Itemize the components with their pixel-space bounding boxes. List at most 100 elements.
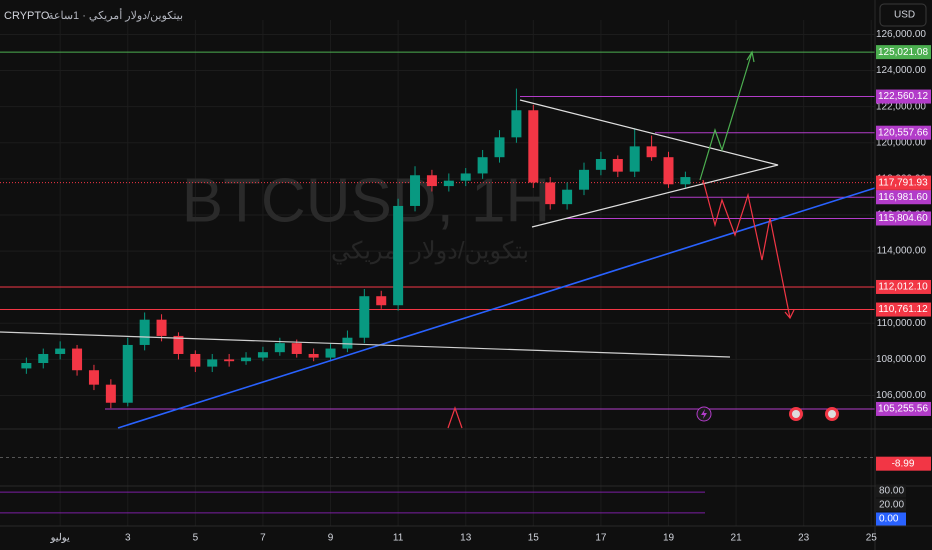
candle-body (55, 348, 66, 354)
candle-body (241, 357, 252, 362)
candle-body (274, 343, 285, 353)
candle-body (494, 137, 505, 158)
candle-body (612, 159, 623, 172)
candle-body (342, 337, 353, 349)
arrow-up (699, 51, 753, 181)
candle-body (207, 359, 218, 367)
candle-body (190, 353, 201, 367)
price-label-box (876, 211, 931, 226)
icon-glyph (828, 410, 836, 418)
x-tick-label: 13 (460, 533, 472, 544)
candle-body (663, 157, 674, 185)
candle-body (680, 177, 691, 185)
arrow-head (746, 50, 755, 63)
y-tick-label: 106,000.00 (876, 390, 926, 401)
candle-body (393, 205, 404, 306)
candle-body (528, 110, 539, 183)
candle-body (376, 296, 387, 306)
drawings (0, 50, 876, 429)
candle-body (460, 173, 471, 181)
candle-body (72, 348, 83, 371)
price-label-box (876, 175, 931, 190)
candle-body (646, 146, 657, 158)
y-tick-label: 126,000.00 (876, 29, 926, 40)
x-tick-label: 17 (595, 533, 607, 544)
x-tick-label: 11 (393, 533, 404, 544)
x-tick-label: 19 (663, 533, 675, 544)
levels (0, 51, 875, 410)
x-tick-label: 25 (866, 533, 878, 544)
price-label: 115,804.60 (878, 213, 928, 224)
candle-body (139, 319, 150, 345)
x-tick-label: 5 (193, 533, 199, 544)
candle-body (426, 175, 437, 187)
price-label-box (876, 125, 931, 140)
value-label: -8.99 (892, 458, 915, 469)
x-tick-label: 9 (328, 533, 334, 544)
candle-body (579, 169, 590, 190)
candle-body (38, 353, 49, 364)
candle-body (477, 157, 488, 174)
price-label: 117,791.93 (878, 177, 928, 188)
price-label: 110,761.12 (878, 304, 928, 315)
event-icons (696, 406, 839, 422)
level-label: 80.00 (879, 486, 904, 497)
price-label: 116,981.60 (878, 192, 928, 203)
x-tick-label: 7 (260, 533, 266, 544)
arrow-down (702, 179, 791, 319)
x-tick-label: 23 (798, 533, 810, 544)
candles (21, 88, 691, 409)
header-symbol: CRYPTO (4, 10, 50, 22)
candle-body (88, 370, 99, 385)
price-label-box (876, 190, 931, 205)
currency-button[interactable] (879, 3, 927, 27)
trendline (117, 187, 876, 429)
level-box (876, 484, 906, 498)
price-label: 112,012.10 (878, 282, 928, 293)
triangle (519, 99, 779, 228)
candle-body (545, 182, 556, 205)
price-label: 105,255.56 (878, 404, 928, 415)
candle-body (629, 146, 640, 172)
candle-body (359, 296, 370, 338)
y-tick-label: 124,000.00 (876, 65, 926, 76)
candle-body (562, 189, 573, 205)
y-tick-label: 114,000.00 (877, 246, 927, 257)
candle-body (105, 384, 116, 403)
header-title: بيتكوين/دولار أمريكي · 1ساعة (48, 8, 183, 22)
icon-glyph (792, 410, 800, 418)
x-tick-label: 21 (731, 533, 743, 544)
watermark-subtitle: بتكوين/دولار أمريكي (331, 233, 529, 264)
price-label-box (876, 302, 931, 317)
icon-glyph (701, 409, 707, 419)
price-label: 125,021.08 (878, 47, 928, 58)
candle-body (156, 319, 167, 336)
value-box (876, 512, 906, 526)
price-label-box (876, 45, 931, 60)
value-label: 0.00 (879, 514, 899, 525)
candle-body (173, 335, 184, 354)
candle-body (257, 352, 268, 358)
indicators: -8.99 80.00 20.00 0.00 (0, 456, 931, 526)
zigzag (447, 406, 463, 429)
candle-body (595, 159, 606, 170)
candle-body (308, 353, 319, 358)
price-label-box (876, 89, 931, 104)
x-tick-label: يوليو (50, 533, 70, 544)
currency-label: USD (894, 10, 915, 21)
y-tick-label: 120,000.00 (876, 137, 926, 148)
y-tick-label: 110,000.00 (877, 318, 927, 329)
price-label-box (876, 279, 931, 294)
candle-body (21, 363, 32, 369)
candle-body (122, 344, 133, 403)
candle-body (291, 343, 302, 354)
trendline (0, 331, 731, 358)
candle-body (511, 110, 522, 138)
candle-body (325, 348, 336, 358)
x-tick-label: 3 (125, 533, 131, 544)
axes: 106,000.00108,000.00110,000.00112,000.00… (50, 29, 931, 544)
candle-body (443, 180, 454, 187)
level-box (876, 498, 906, 512)
level-label: 20.00 (879, 500, 904, 511)
